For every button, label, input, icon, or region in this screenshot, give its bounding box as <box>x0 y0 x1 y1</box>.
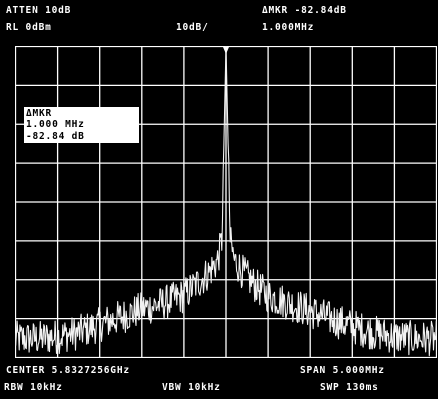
marker-triangle-icon <box>223 47 229 54</box>
graticule-grid <box>15 46 437 358</box>
ref-level-label: RL 0dBm <box>6 22 52 33</box>
span-label: SPAN 5.000MHz <box>300 365 385 376</box>
marker-readout-level: -82.84 dB <box>26 131 85 142</box>
atten-label: ATTEN 10dB <box>6 5 72 16</box>
vbw-label: VBW 10kHz <box>162 382 221 393</box>
delta-marker-freq-label: 1.000MHz <box>262 22 315 33</box>
delta-marker-label: ΔMKR -82.84dB <box>262 5 347 16</box>
spectrum-trace <box>15 46 437 357</box>
marker-readout-freq: 1.000 MHz <box>26 119 85 130</box>
graticule-plot <box>15 46 437 358</box>
marker-triangle-icon <box>223 47 229 54</box>
marker-readout-box: ΔMKR 1.000 MHz -82.84 dB <box>24 107 139 143</box>
rbw-label: RBW 10kHz <box>4 382 63 393</box>
scale-label: 10dB/ <box>176 22 209 33</box>
sweep-time-label: SWP 130ms <box>320 382 379 393</box>
center-frequency-label: CENTER 5.8327256GHz <box>6 365 130 376</box>
marker-readout-label: ΔMKR <box>26 108 53 119</box>
